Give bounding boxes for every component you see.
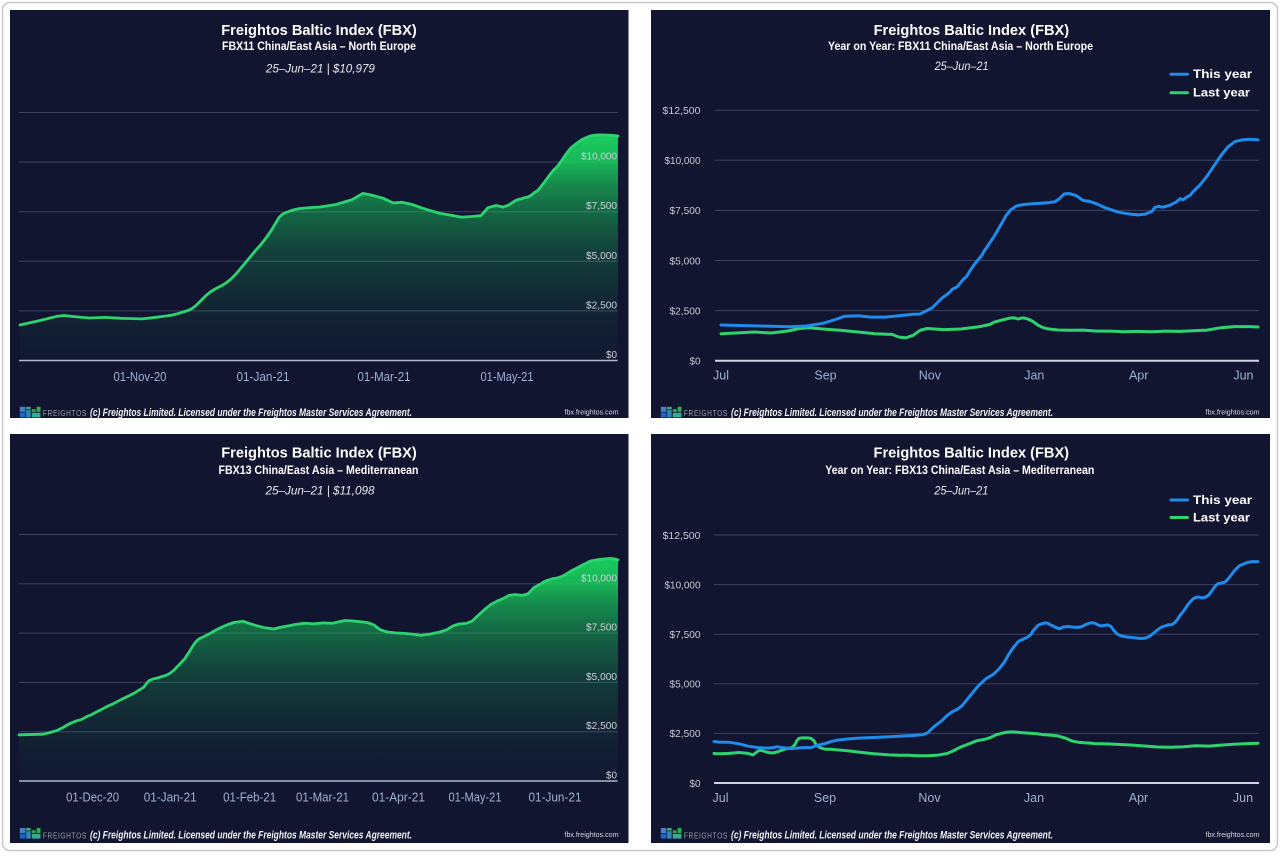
- svg-text:01-May-21: 01-May-21: [449, 791, 502, 805]
- svg-text:$5,000: $5,000: [670, 679, 701, 691]
- svg-text:01-Mar-21: 01-Mar-21: [358, 370, 411, 384]
- svg-text:FREIGHTOS: FREIGHTOS: [43, 831, 87, 841]
- svg-text:$5,000: $5,000: [586, 250, 617, 262]
- svg-text:25–Jun–21 | $11,098: 25–Jun–21 | $11,098: [265, 484, 375, 498]
- svg-text:Jan: Jan: [1024, 791, 1044, 805]
- svg-text:25–Jun–21: 25–Jun–21: [934, 59, 989, 73]
- svg-text:FREIGHTOS: FREIGHTOS: [43, 408, 87, 418]
- svg-text:Nov: Nov: [918, 791, 941, 805]
- svg-text:01-Jan-21: 01-Jan-21: [144, 791, 197, 805]
- svg-text:Jun: Jun: [1233, 369, 1253, 383]
- svg-text:Year on Year: FBX11 China/East: Year on Year: FBX11 China/East Asia – No…: [828, 41, 1093, 53]
- svg-text:fbx.freightos.com: fbx.freightos.com: [565, 830, 619, 839]
- svg-text:$2,500: $2,500: [670, 728, 701, 740]
- svg-text:Apr: Apr: [1129, 791, 1148, 805]
- svg-text:$0: $0: [606, 770, 617, 782]
- svg-text:01-Mar-21: 01-Mar-21: [296, 791, 349, 805]
- svg-text:Year on Year: FBX13 China/East: Year on Year: FBX13 China/East Asia – Me…: [825, 465, 1094, 477]
- svg-text:$12,500: $12,500: [663, 105, 701, 117]
- svg-text:$5,000: $5,000: [586, 671, 617, 683]
- svg-text:$10,000: $10,000: [581, 151, 617, 163]
- svg-text:(c) Freightos Limited. License: (c) Freightos Limited. Licensed under th…: [90, 407, 412, 419]
- svg-text:$10,000: $10,000: [581, 572, 617, 584]
- svg-text:Freightos Baltic Index (FBX): Freightos Baltic Index (FBX): [874, 22, 1070, 39]
- svg-text:FBX11 China/East Asia – North: FBX11 China/East Asia – North Europe: [222, 41, 416, 53]
- svg-text:$0: $0: [690, 778, 701, 790]
- svg-text:fbx.freightos.com: fbx.freightos.com: [1206, 830, 1260, 839]
- svg-text:01-Apr-21: 01-Apr-21: [372, 791, 425, 805]
- svg-text:(c) Freightos Limited. License: (c) Freightos Limited. Licensed under th…: [731, 407, 1053, 419]
- svg-text:Last year: Last year: [1193, 512, 1251, 524]
- svg-text:$10,000: $10,000: [665, 579, 701, 591]
- svg-text:01-May-21: 01-May-21: [481, 370, 534, 384]
- svg-text:This year: This year: [1193, 495, 1253, 507]
- svg-text:This year: This year: [1193, 69, 1253, 81]
- svg-text:Jan: Jan: [1024, 369, 1044, 383]
- svg-text:$0: $0: [606, 349, 617, 361]
- svg-text:$7,500: $7,500: [586, 622, 617, 634]
- svg-text:Freightos Baltic Index (FBX): Freightos Baltic Index (FBX): [221, 22, 417, 39]
- svg-text:$10,000: $10,000: [665, 155, 701, 167]
- svg-text:25–Jun–21 | $10,979: 25–Jun–21 | $10,979: [265, 62, 375, 76]
- svg-text:Last year: Last year: [1193, 88, 1251, 100]
- svg-text:Sep: Sep: [814, 369, 836, 383]
- svg-text:Freightos Baltic Index (FBX): Freightos Baltic Index (FBX): [221, 445, 417, 462]
- svg-text:FREIGHTOS: FREIGHTOS: [684, 408, 728, 418]
- svg-text:$7,500: $7,500: [586, 200, 617, 212]
- svg-text:$5,000: $5,000: [670, 255, 701, 267]
- svg-text:$2,500: $2,500: [586, 299, 617, 311]
- svg-text:FBX13 China/East Asia – Medite: FBX13 China/East Asia – Mediterranean: [219, 465, 419, 477]
- svg-text:fbx.freightos.com: fbx.freightos.com: [565, 408, 619, 417]
- svg-text:01-Jun-21: 01-Jun-21: [529, 791, 582, 805]
- svg-text:$7,500: $7,500: [670, 205, 701, 217]
- svg-text:$0: $0: [690, 356, 701, 368]
- svg-text:$12,500: $12,500: [663, 530, 701, 542]
- svg-text:Jul: Jul: [713, 369, 729, 383]
- svg-text:(c) Freightos Limited. License: (c) Freightos Limited. Licensed under th…: [731, 830, 1053, 842]
- svg-text:Sep: Sep: [814, 791, 836, 805]
- svg-text:01-Nov-20: 01-Nov-20: [114, 370, 167, 384]
- svg-text:Freightos Baltic Index (FBX): Freightos Baltic Index (FBX): [874, 445, 1070, 462]
- svg-text:$7,500: $7,500: [670, 629, 701, 641]
- svg-text:$2,500: $2,500: [586, 720, 617, 732]
- svg-text:25–Jun–21: 25–Jun–21: [933, 484, 988, 498]
- svg-text:FREIGHTOS: FREIGHTOS: [684, 831, 728, 841]
- svg-text:01-Jan-21: 01-Jan-21: [237, 370, 290, 384]
- svg-text:(c) Freightos Limited. License: (c) Freightos Limited. Licensed under th…: [90, 830, 412, 842]
- svg-text:01-Dec-20: 01-Dec-20: [66, 791, 119, 805]
- svg-text:Nov: Nov: [919, 369, 942, 383]
- svg-text:$2,500: $2,500: [670, 305, 701, 317]
- svg-text:Jul: Jul: [713, 791, 729, 805]
- svg-text:Jun: Jun: [1233, 791, 1253, 805]
- svg-text:01-Feb-21: 01-Feb-21: [223, 791, 276, 805]
- svg-text:Apr: Apr: [1129, 369, 1148, 383]
- svg-text:fbx.freightos.com: fbx.freightos.com: [1206, 408, 1260, 417]
